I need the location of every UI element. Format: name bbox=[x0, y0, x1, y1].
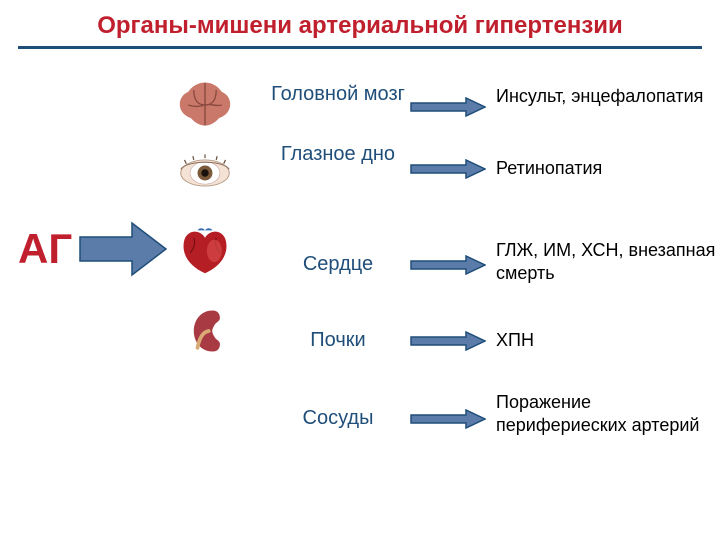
arrow-icon bbox=[410, 97, 486, 122]
arrow-icon bbox=[410, 159, 486, 184]
source-arrow-icon bbox=[78, 219, 168, 279]
outcome-brain: Инсульт, энцефалопатия bbox=[496, 85, 720, 108]
kidney-icon bbox=[173, 303, 237, 359]
outcome-kidney: ХПН bbox=[496, 329, 720, 352]
organ-label-eye: Глазное дно bbox=[268, 143, 408, 166]
page-title: Органы-мишени артериальной гипертензии bbox=[18, 12, 702, 40]
arrow-icon bbox=[410, 331, 486, 356]
source-block: АГ bbox=[18, 219, 168, 279]
outcome-eye: Ретинопатия bbox=[496, 157, 720, 180]
source-label: АГ bbox=[18, 225, 72, 273]
brain-icon bbox=[173, 77, 237, 133]
organ-label-vessels: Сосуды bbox=[268, 407, 408, 430]
heart-icon bbox=[173, 221, 237, 277]
organ-label-kidney: Почки bbox=[268, 329, 408, 352]
organ-label-heart: Сердце bbox=[268, 253, 408, 276]
title-underline bbox=[18, 46, 702, 49]
outcome-vessels: Поражение перифериеских артерий bbox=[496, 391, 720, 438]
arrow-icon bbox=[410, 409, 486, 434]
eye-icon bbox=[173, 145, 237, 201]
organ-label-brain: Головной мозг bbox=[268, 83, 408, 106]
diagram-content: АГ Головной мозг Глазное дно Сердце Почки Со… bbox=[18, 77, 702, 517]
arrow-icon bbox=[410, 255, 486, 280]
outcome-heart: ГЛЖ, ИМ, ХСН, внезапная смерть bbox=[496, 239, 720, 286]
